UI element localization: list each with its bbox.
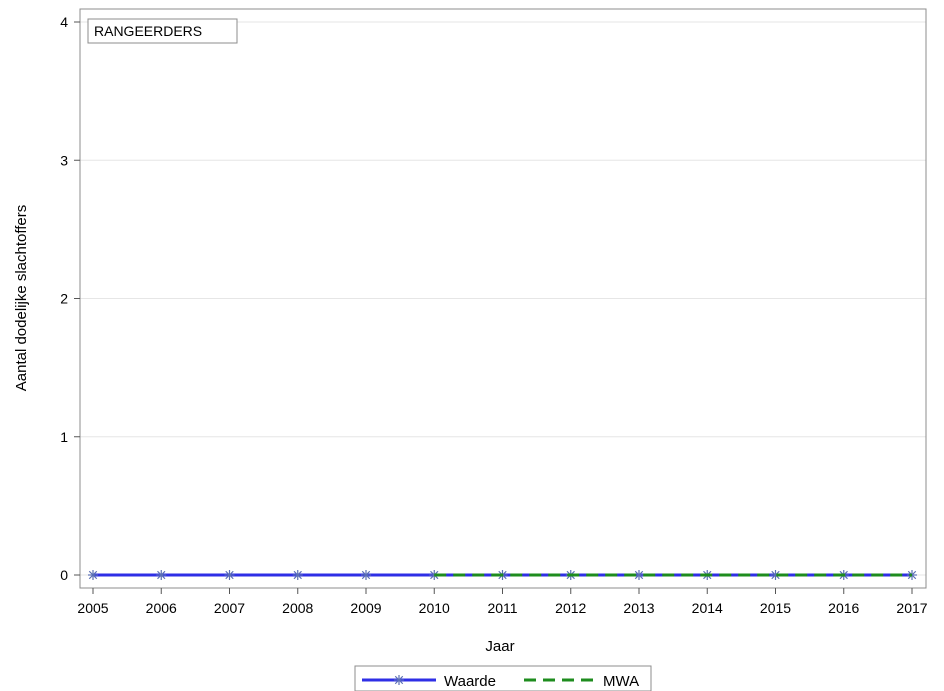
x-tick-label: 2010 [419,600,450,616]
data-point-waarde [88,570,98,580]
y-tick-label: 1 [60,429,68,445]
series-layer [88,570,917,580]
data-point-waarde [156,570,167,580]
x-tick-label: 2016 [828,600,859,616]
y-tick-label: 4 [60,14,68,30]
x-tick-label: 2009 [350,600,381,616]
x-tick-label: 2011 [487,600,517,616]
x-tick-label: 2012 [555,600,586,616]
y-axis-title: Aantal dodelijke slachtoffers [13,205,30,392]
x-tick-label: 2006 [146,600,177,616]
legend-item-mwa: MWA [524,673,639,690]
panel-label-box: RANGEERDERS [87,18,238,44]
y-tick-label: 0 [60,567,68,583]
gridlines [80,21,926,576]
legend-item-waarde: Waarde [362,673,496,690]
data-point-waarde [361,570,371,580]
legend: Waarde MWA [354,665,652,691]
x-tick-label: 2007 [214,600,245,616]
y-axis: 0 1 2 3 4 [60,14,80,583]
legend-label-waarde: Waarde [444,673,496,690]
x-tick-label: 2015 [760,600,791,616]
x-axis: 2005 2006 2007 2008 2009 2010 2011 2012 2013 2014… [77,588,928,616]
legend-label-mwa: MWA [603,673,639,690]
legend-marker-waarde [394,675,404,685]
panel-label: RANGEERDERS [94,23,202,39]
y-tick-label: 3 [60,152,68,168]
data-point-waarde [292,570,303,580]
x-tick-label: 2008 [282,600,313,616]
data-point-waarde [224,570,235,580]
x-tick-label: 2013 [623,600,654,616]
y-tick-label: 2 [60,291,68,307]
x-tick-label: 2014 [692,600,723,616]
x-tick-label: 2005 [77,600,108,616]
x-tick-label: 2017 [896,600,927,616]
x-axis-title: Jaar [485,638,514,655]
